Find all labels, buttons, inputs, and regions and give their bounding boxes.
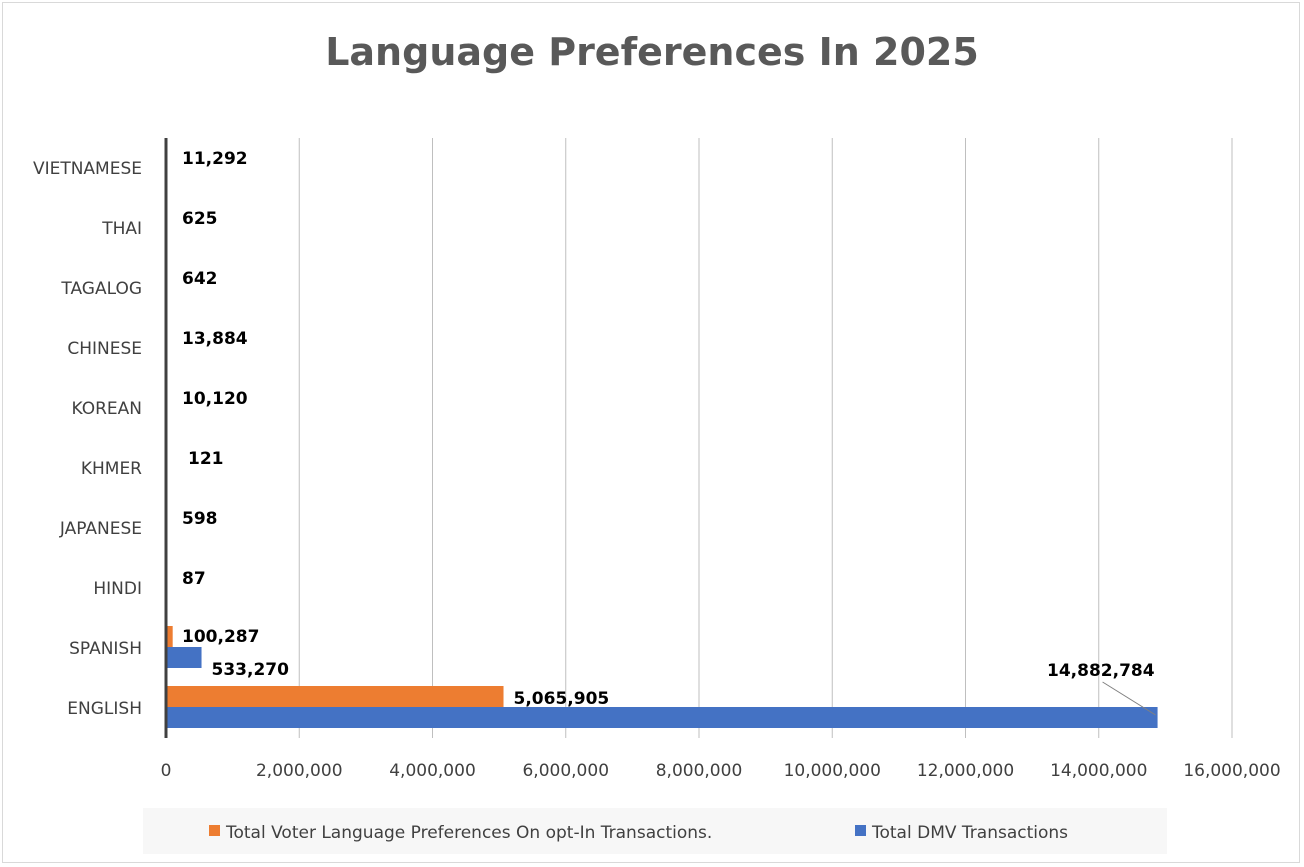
bar-voter-pref (166, 626, 173, 647)
x-tick-label: 4,000,000 (389, 761, 476, 781)
x-tick-label: 12,000,000 (917, 761, 1014, 781)
legend-label-dmv: Total DMV Transactions (871, 823, 1068, 843)
labels: 0 2,000,000 4,000,000 6,000,000 8,000,000 10,… (33, 149, 1281, 781)
category-label: VIETNAMESE (33, 159, 142, 179)
bar-dmv-transactions (166, 647, 202, 668)
legend-background (143, 808, 1167, 854)
gridlines (298, 138, 1233, 738)
category-label: CHINESE (67, 339, 142, 359)
bars (166, 167, 1158, 728)
category-label: KHMER (81, 459, 142, 479)
category-label: ENGLISH (67, 699, 142, 719)
data-label-dmv: 533,270 (212, 660, 290, 680)
category-label: HINDI (93, 579, 142, 599)
data-label-dmv: 10,120 (182, 389, 248, 409)
category-label: KOREAN (72, 399, 143, 419)
category-label: JAPANESE (59, 519, 142, 539)
leader-line (1102, 681, 1156, 716)
bar-voter-pref (166, 686, 504, 707)
data-label-voter-pref: 5,065,905 (514, 689, 610, 709)
legend-swatch-dmv (855, 825, 866, 836)
data-label-dmv: 11,292 (182, 149, 248, 169)
data-label-dmv: 121 (188, 449, 224, 469)
data-label-dmv: 87 (182, 569, 206, 589)
category-label: SPANISH (69, 639, 142, 659)
category-label: TAGALOG (60, 279, 142, 299)
bar-dmv-transactions (166, 707, 1158, 728)
category-label: THAI (101, 219, 142, 239)
data-label-dmv: 598 (182, 509, 218, 529)
x-tick-label: 10,000,000 (784, 761, 881, 781)
x-tick-label: 16,000,000 (1183, 761, 1280, 781)
data-label-voter-pref: 100,287 (182, 627, 259, 647)
x-tick-label: 6,000,000 (522, 761, 609, 781)
data-label-dmv: 13,884 (182, 329, 248, 349)
data-label-dmv: 642 (182, 269, 218, 289)
chart-title: Language Preferences In 2025 (325, 30, 979, 74)
x-tick-label: 2,000,000 (256, 761, 343, 781)
data-label-dmv: 625 (182, 209, 218, 229)
legend-swatch-voter-pref (209, 825, 220, 836)
x-tick-label: 0 (161, 761, 172, 781)
legend: Total Voter Language Preferences On opt-… (143, 808, 1167, 854)
x-tick-label: 14,000,000 (1050, 761, 1147, 781)
x-tick-label: 8,000,000 (656, 761, 743, 781)
legend-label-voter-pref: Total Voter Language Preferences On opt-… (225, 823, 712, 843)
data-label-dmv: 14,882,784 (1047, 661, 1155, 681)
